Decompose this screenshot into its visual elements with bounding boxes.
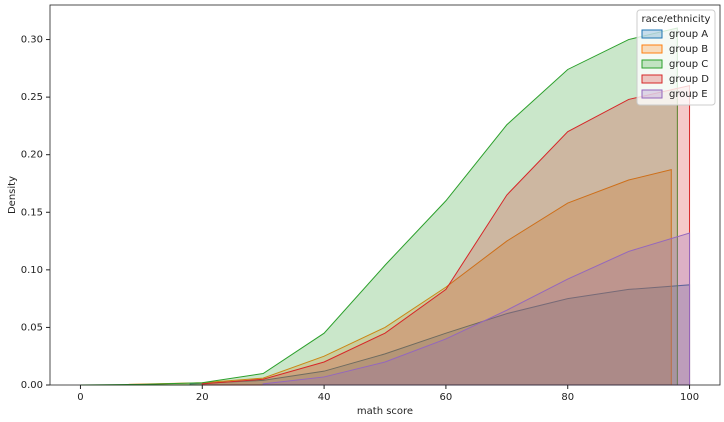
y-tick-label: 0.00 (21, 380, 43, 391)
x-tick-label: 100 (680, 392, 699, 403)
x-tick-label: 80 (561, 392, 574, 403)
y-tick-label: 0.30 (21, 35, 43, 46)
x-tick-label: 40 (318, 392, 331, 403)
legend-title: race/ethnicity (642, 14, 711, 25)
x-tick-label: 0 (77, 392, 83, 403)
legend-swatch (641, 29, 663, 39)
legend-box (636, 9, 716, 106)
legend-label: group D (669, 74, 709, 85)
x-axis-label: math score (357, 406, 413, 417)
legend-label: group B (669, 44, 708, 55)
density-area (201, 84, 691, 386)
y-tick-label: 0.10 (21, 265, 43, 276)
density-area (262, 232, 691, 386)
legend-swatch (641, 44, 663, 54)
legend: race/ethnicity group A group B group C group… (636, 9, 716, 106)
plot-frame (49, 4, 721, 386)
legend-label: group E (669, 89, 708, 100)
legend-swatch (641, 89, 663, 99)
x-tick-label: 60 (440, 392, 453, 403)
legend-label: group A (669, 29, 708, 40)
y-tick-label: 0.20 (21, 150, 43, 161)
y-axis-label: Density (7, 176, 18, 214)
legend-swatch (641, 74, 663, 84)
y-tick-label: 0.25 (21, 92, 43, 103)
legend-label: group C (669, 59, 708, 70)
x-tick-label: 20 (196, 392, 209, 403)
y-tick-label: 0.15 (21, 207, 43, 218)
legend-swatch (641, 59, 663, 69)
y-tick-label: 0.05 (21, 322, 43, 333)
